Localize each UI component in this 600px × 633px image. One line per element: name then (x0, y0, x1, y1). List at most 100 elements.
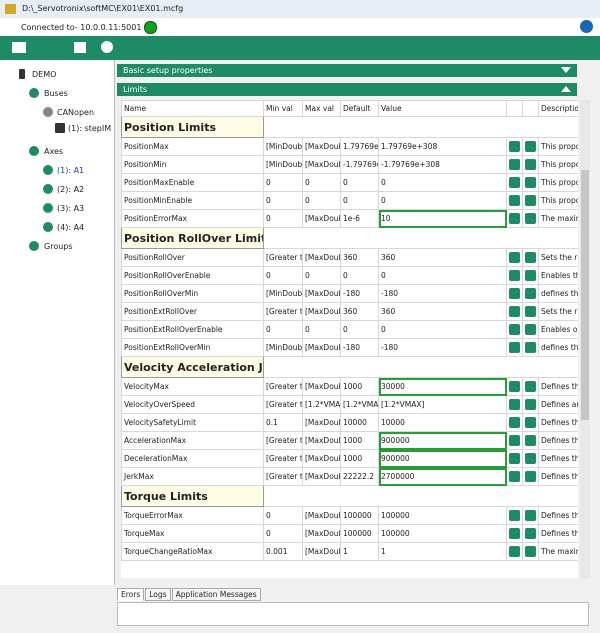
download-button[interactable] (525, 453, 536, 464)
download-button[interactable] (525, 417, 536, 428)
download-button[interactable] (525, 159, 536, 170)
cell-value[interactable]: 900000 (378, 431, 507, 450)
cell-value[interactable]: 1 (378, 542, 507, 561)
panel-header[interactable]: Limits (117, 83, 577, 96)
tool-button[interactable] (74, 42, 86, 53)
property-row[interactable]: PositionExtRollOverMin [MinDoub [MaxDoub -1… (121, 338, 578, 357)
cell-value[interactable]: 100000 (378, 524, 507, 543)
tree-node[interactable]: (1): A1 (57, 166, 85, 175)
download-button[interactable] (525, 306, 536, 317)
upload-button[interactable] (509, 528, 520, 539)
property-row[interactable]: PositionMinEnable 0 0 0 0 This propo (121, 191, 578, 210)
column-header[interactable]: Name (121, 100, 264, 117)
cell-value[interactable]: -180 (378, 338, 507, 357)
scroll-thumb[interactable] (581, 170, 589, 420)
tree-node[interactable]: (2): A2 (57, 185, 85, 194)
cell-value[interactable]: 0 (378, 266, 507, 285)
upload-button[interactable] (509, 510, 520, 521)
panel-header[interactable]: Basic setup properties (117, 64, 577, 77)
download-button[interactable] (525, 270, 536, 281)
property-row[interactable]: DecelerationMax [Greater tl [MaxDoub 1000 90… (121, 449, 578, 468)
property-row[interactable]: VelocityOverSpeed[Greater tl[1.2*VMA>[1.… (121, 395, 578, 414)
property-row[interactable]: JerkMax [Greater tl [MaxDoub 22222.2 2700000… (121, 467, 578, 486)
cell-value[interactable]: 100000 (378, 506, 507, 525)
property-row[interactable]: TorqueErrorMax 0 [MaxDoub 100000 100000 Defin… (121, 506, 578, 525)
upload-button[interactable] (509, 288, 520, 299)
window-buttons[interactable] (540, 3, 590, 13)
property-row[interactable]: PositionRollOver [Greater tl [MaxDoub 360 36… (121, 248, 578, 267)
tab[interactable]: Application Messages (171, 588, 261, 601)
cell-value[interactable]: 0 (378, 173, 507, 192)
cell-value[interactable]: 0 (378, 320, 507, 339)
upload-button[interactable] (509, 270, 520, 281)
property-row[interactable]: PositionRollOverEnable 0 0 0 0 Enables th (121, 266, 578, 285)
tree-node[interactable]: (1): stepIM (68, 124, 112, 133)
column-header[interactable]: Default (340, 100, 379, 117)
upload-button[interactable] (509, 159, 520, 170)
download-button[interactable] (525, 435, 536, 446)
download-button[interactable] (525, 381, 536, 392)
cell-value[interactable]: 0 (378, 191, 507, 210)
upload-button[interactable] (509, 213, 520, 224)
cell-value[interactable]: 1.79769e+308 (378, 137, 507, 156)
tree-node[interactable]: Buses (44, 89, 68, 98)
open-button[interactable] (12, 42, 26, 53)
column-header[interactable]: Descriptio (538, 100, 578, 117)
upload-button[interactable] (509, 342, 520, 353)
scrollbar[interactable] (580, 100, 590, 578)
download-button[interactable] (525, 528, 536, 539)
property-row[interactable]: PositionErrorMax 0 [MaxDoub 1e-6 10 The maxin (121, 209, 578, 228)
property-row[interactable]: VelocityMax [Greater tl [MaxDoub 1000 30000 D… (121, 377, 578, 396)
upload-button[interactable] (509, 306, 520, 317)
tree-node[interactable]: CANopen (57, 108, 95, 117)
property-row[interactable]: AccelerationMax [Greater tl [MaxDoub 1000 90… (121, 431, 578, 450)
cell-value[interactable]: 360 (378, 302, 507, 321)
download-button[interactable] (525, 342, 536, 353)
upload-button[interactable] (509, 453, 520, 464)
property-row[interactable]: PositionExtRollOver [Greater tl [MaxDoub 36… (121, 302, 578, 321)
upload-button[interactable] (509, 195, 520, 206)
property-row[interactable]: PositionMaxEnable 0 0 0 0 This propo (121, 173, 578, 192)
download-button[interactable] (525, 399, 536, 410)
column-header[interactable]: Max val (302, 100, 341, 117)
tree-node[interactable]: Groups (44, 242, 73, 251)
download-button[interactable] (525, 471, 536, 482)
download-button[interactable] (525, 288, 536, 299)
tab[interactable]: Erors (117, 588, 145, 601)
upload-button[interactable] (509, 141, 520, 152)
upload-button[interactable] (509, 417, 520, 428)
download-button[interactable] (525, 195, 536, 206)
settings-button[interactable] (101, 41, 113, 53)
download-button[interactable] (525, 510, 536, 521)
tree-node[interactable]: DEMO (32, 70, 57, 79)
column-header[interactable]: Value (378, 100, 507, 117)
download-button[interactable] (525, 252, 536, 263)
cell-value[interactable]: 10 (378, 209, 507, 228)
property-row[interactable]: VelocitySafetyLimit 0.1 [MaxDoub 10000 10000… (121, 413, 578, 432)
cell-value[interactable]: 10000 (378, 413, 507, 432)
upload-button[interactable] (509, 324, 520, 335)
property-row[interactable]: PositionMax[MinDoub[MaxDoub1.79769e+1.79… (121, 137, 578, 156)
property-row[interactable]: PositionRollOverMin [MinDoub [MaxDoub -180-… (121, 284, 578, 303)
upload-button[interactable] (509, 381, 520, 392)
tree-node[interactable]: Axes (44, 147, 64, 156)
property-row[interactable]: TorqueMax 0 [MaxDoub 100000 100000 Defines th (121, 524, 578, 543)
tree-node[interactable]: (4): A4 (57, 223, 85, 232)
property-row[interactable]: TorqueChangeRatioMax 0.001 [MaxDoub 1 1 The m… (121, 542, 578, 561)
upload-button[interactable] (509, 546, 520, 557)
tree-node[interactable]: (3): A3 (57, 204, 85, 213)
upload-button[interactable] (509, 252, 520, 263)
cell-value[interactable]: 360 (378, 248, 507, 267)
upload-button[interactable] (509, 177, 520, 188)
cell-value[interactable]: -180 (378, 284, 507, 303)
tab[interactable]: Logs (145, 588, 171, 601)
download-button[interactable] (525, 324, 536, 335)
download-button[interactable] (525, 546, 536, 557)
download-button[interactable] (525, 213, 536, 224)
cell-value[interactable]: 30000 (378, 377, 507, 396)
upload-button[interactable] (509, 399, 520, 410)
column-header[interactable]: Min val (263, 100, 303, 117)
cell-value[interactable]: 900000 (378, 449, 507, 468)
download-button[interactable] (525, 177, 536, 188)
property-row[interactable]: PositionExtRollOverEnable 0 0 0 0 Enables o (121, 320, 578, 339)
